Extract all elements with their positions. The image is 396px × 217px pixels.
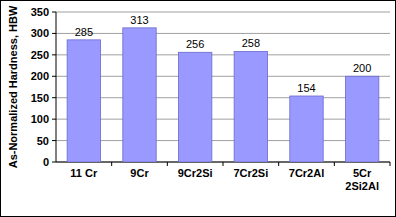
y-tick-label: 350	[31, 6, 49, 18]
x-tick-label-line: 9Cr2Si	[178, 167, 213, 179]
bar	[234, 51, 267, 162]
x-tick-label-line: 7Cr2Si	[233, 167, 268, 179]
y-tick-label: 300	[31, 27, 49, 39]
x-tick-label: 9Cr2Si	[178, 167, 213, 179]
y-tick	[52, 140, 56, 141]
x-tick-label: 11 Cr	[70, 167, 98, 179]
chart-container: 0 50 100 150 200 250 300 350 285 313 256 258 154 200 1…	[0, 0, 396, 217]
x-tick-label-line: 2Si2Al	[345, 180, 379, 192]
chart-border	[1, 1, 396, 217]
y-axis-label: As-Normalized Hardness, HBW	[7, 5, 19, 168]
y-tick	[52, 76, 56, 77]
y-tick-label: 100	[31, 113, 49, 125]
y-tick	[52, 97, 56, 98]
x-tick-label: 7Cr2Al	[289, 167, 324, 179]
y-tick-label: 200	[31, 70, 49, 82]
grid-line	[56, 97, 390, 98]
grid-line	[56, 12, 390, 13]
data-label: 154	[297, 82, 315, 94]
data-label: 258	[242, 37, 260, 49]
x-tick-label-line: 9Cr	[130, 167, 149, 179]
y-tick	[52, 12, 56, 13]
grid-line	[56, 54, 390, 55]
chart-svg: 0 50 100 150 200 250 300 350 285 313 256 258 154 200 1…	[0, 0, 396, 217]
y-tick-label: 0	[43, 156, 49, 168]
y-tick-label: 150	[31, 92, 49, 104]
x-tick	[334, 162, 335, 166]
x-tick-label-line: 11 Cr	[70, 167, 98, 179]
y-tick	[52, 162, 56, 163]
bar	[178, 52, 211, 162]
y-axis	[56, 12, 57, 162]
grid-line	[56, 140, 390, 141]
bar	[67, 40, 100, 162]
y-tick-label: 250	[31, 49, 49, 61]
x-tick-label-line: 7Cr2Al	[289, 167, 324, 179]
bar	[290, 96, 323, 162]
bars	[67, 28, 379, 162]
data-label: 256	[186, 38, 204, 50]
bar	[123, 28, 156, 162]
data-label: 200	[353, 62, 371, 74]
x-tick	[223, 162, 224, 166]
x-tick	[278, 162, 279, 166]
x-tick-label: 9Cr	[130, 167, 149, 179]
grid-line	[56, 76, 390, 77]
y-tick	[52, 119, 56, 120]
x-tick-label-line: 5Cr	[353, 167, 372, 179]
x-tick	[167, 162, 168, 166]
x-tick-label: 7Cr2Si	[233, 167, 268, 179]
data-label: 285	[75, 26, 93, 38]
x-tick	[390, 162, 391, 166]
data-label: 313	[130, 14, 148, 26]
y-tick	[52, 54, 56, 55]
grid-line	[56, 33, 390, 34]
x-tick-label: 5Cr2Si2Al	[345, 167, 379, 192]
y-tick	[52, 33, 56, 34]
x-tick	[111, 162, 112, 166]
grid-line	[56, 119, 390, 120]
y-tick-label: 50	[37, 135, 49, 147]
bar	[345, 76, 378, 162]
